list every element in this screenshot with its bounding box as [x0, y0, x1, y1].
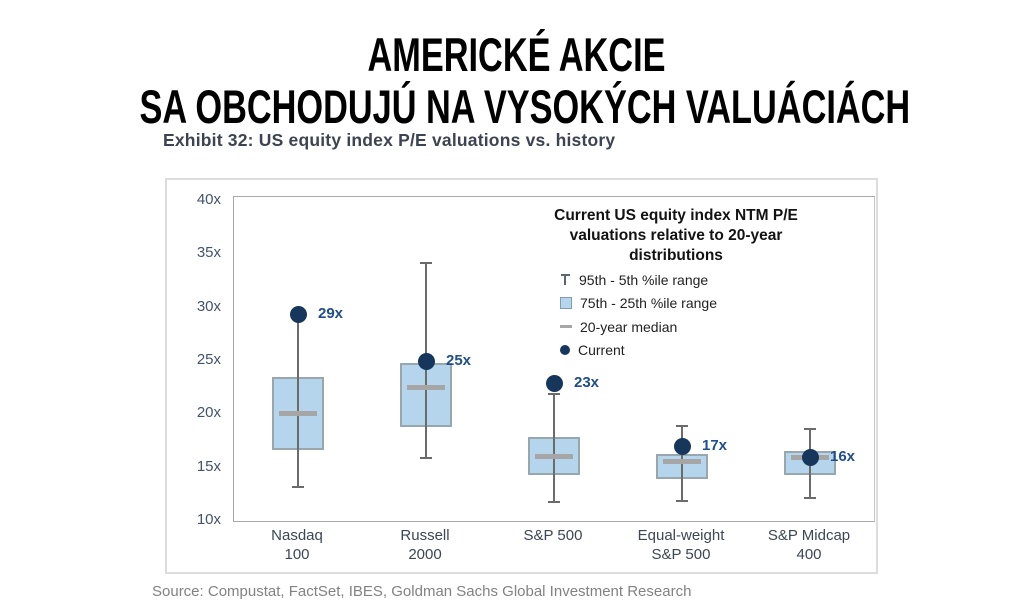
y-tick-label: 20x	[196, 404, 221, 422]
x-axis-category-label: Equal-weight S&P 500	[637, 527, 725, 563]
current-value-label: 29x	[318, 305, 344, 323]
whisker-cap-top	[548, 393, 560, 396]
current-dot	[418, 353, 435, 370]
whisker-cap-bottom	[292, 485, 304, 488]
whisker-line	[553, 394, 555, 502]
y-tick-label: 40x	[196, 191, 221, 208]
slide-title-line-2: SA OBCHODUJÚ NA VYSOKÝCH VALUÁCIÁCH	[139, 80, 911, 134]
x-axis-category-label: S&P Midcap 400	[767, 527, 851, 563]
median-bar	[663, 459, 701, 465]
legend-label: 75th - 25th %ile range	[580, 295, 717, 312]
y-tick-label: 25x	[196, 351, 221, 368]
legend-item-median: 20-year median	[560, 315, 717, 339]
slide-title: AMERICKÉ AKCIE SA OBCHODUJÚ NA VYSOKÝCH …	[0, 29, 1033, 133]
current-value-label: 23x	[574, 374, 600, 392]
slide-title-line-1: AMERICKÉ AKCIE	[367, 28, 666, 82]
whisker-cap-top	[804, 428, 816, 431]
figure: Current US equity index NTM P/E valuatio…	[165, 178, 878, 574]
plot-area: Current US equity index NTM P/E valuatio…	[233, 196, 875, 522]
legend-item-current: Current	[560, 339, 717, 363]
legend-item-box-range: 75th - 25th %ile range	[560, 292, 717, 316]
legend-label: 95th - 5th %ile range	[579, 271, 709, 288]
source-note: Source: Compustat, FactSet, IBES, Goldma…	[152, 583, 692, 600]
whisker-line	[297, 315, 299, 487]
median-bar	[279, 411, 317, 417]
exhibit-heading: Exhibit 32: US equity index P/E valuatio…	[163, 130, 616, 150]
y-tick-label: 30x	[196, 297, 221, 315]
box-range-icon	[560, 297, 572, 310]
y-tick-label: 15x	[196, 457, 221, 475]
whisker-cap-bottom	[804, 496, 816, 499]
y-tick-label: 10x	[196, 511, 221, 528]
chart-legend-title-line-2: valuations relative to 20-year	[569, 227, 783, 244]
current-dot	[290, 306, 307, 324]
median-bar	[535, 454, 573, 459]
median-bar	[407, 384, 445, 390]
y-tick-label: 35x	[196, 244, 221, 262]
chart-legend-title-line-3: distributions	[629, 247, 723, 264]
current-dot	[674, 438, 691, 456]
legend-label: 20-year median	[580, 318, 678, 335]
whisker-cap-top	[420, 261, 432, 264]
whisker-cap-bottom	[676, 499, 688, 502]
whisker-cap-top	[676, 425, 688, 428]
chart-legend: 95th - 5th %ile range 75th - 25th %ile r…	[560, 268, 717, 362]
median-dash-icon	[560, 325, 572, 329]
current-value-label: 25x	[446, 352, 472, 369]
legend-item-whisker-range: 95th - 5th %ile range	[560, 268, 717, 292]
current-dot	[546, 375, 563, 393]
chart-legend-title-line-1: Current US equity index NTM P/E	[554, 207, 798, 224]
whisker-cap-bottom	[548, 500, 560, 503]
current-dot-icon	[560, 345, 570, 356]
current-dot	[802, 449, 819, 466]
whisker-range-icon	[560, 273, 571, 286]
x-axis-category-label: Nasdaq 100	[271, 527, 323, 563]
current-value-label: 16x	[830, 448, 856, 465]
whisker-cap-bottom	[420, 457, 432, 460]
x-axis-category-label: S&P 500	[523, 527, 583, 544]
x-axis-category-label: Russell 2000	[400, 527, 450, 563]
current-value-label: 17x	[702, 437, 728, 455]
chart-legend-title: Current US equity index NTM P/E valuatio…	[486, 206, 866, 266]
legend-label: Current	[578, 342, 625, 359]
